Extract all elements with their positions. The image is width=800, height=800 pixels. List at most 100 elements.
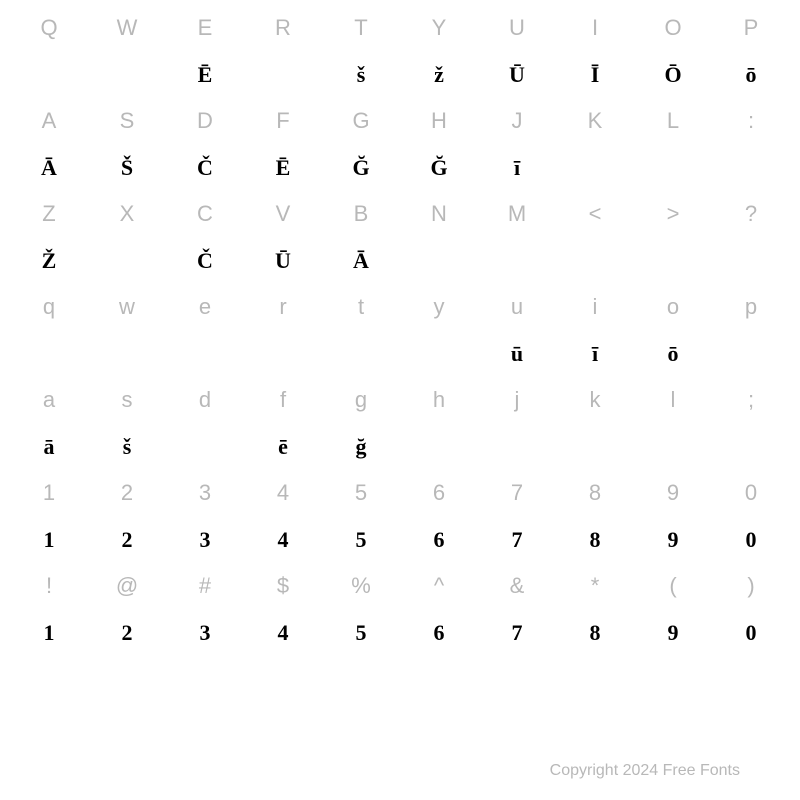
key-label: ) — [712, 575, 790, 597]
glyph-sample: 0 — [712, 622, 790, 644]
key-label: L — [634, 110, 712, 132]
glyph-sample: 9 — [634, 529, 712, 551]
key-label: M — [478, 203, 556, 225]
key-label: 5 — [322, 482, 400, 504]
key-label: J — [478, 110, 556, 132]
key-label: % — [322, 575, 400, 597]
glyph-sample: Ā — [10, 157, 88, 179]
glyph-sample: 9 — [634, 622, 712, 644]
key-label: W — [88, 17, 166, 39]
glyph-sample: 6 — [400, 622, 478, 644]
key-label: d — [166, 389, 244, 411]
glyph-sample: 1 — [10, 529, 88, 551]
glyph-sample: Ž — [10, 250, 88, 272]
glyph-sample: 5 — [322, 622, 400, 644]
key-label: X — [88, 203, 166, 225]
key-label: Y — [400, 17, 478, 39]
key-label: R — [244, 17, 322, 39]
key-label: f — [244, 389, 322, 411]
key-label: & — [478, 575, 556, 597]
key-label: l — [634, 389, 712, 411]
key-label: 0 — [712, 482, 790, 504]
key-label: q — [10, 296, 88, 318]
key-label: p — [712, 296, 790, 318]
key-label: s — [88, 389, 166, 411]
glyph-sample: Č — [166, 157, 244, 179]
glyph-sample: ğ — [322, 436, 400, 458]
grid-row: !@#$%^&*() — [10, 563, 790, 610]
glyph-sample: 8 — [556, 529, 634, 551]
key-label: w — [88, 296, 166, 318]
glyph-sample: Ā — [322, 250, 400, 272]
key-label: C — [166, 203, 244, 225]
glyph-sample: š — [322, 64, 400, 86]
glyph-sample: ē — [244, 436, 322, 458]
key-label: < — [556, 203, 634, 225]
key-label: B — [322, 203, 400, 225]
key-label: i — [556, 296, 634, 318]
grid-row: 1234567890 — [10, 517, 790, 564]
key-label: G — [322, 110, 400, 132]
key-label: y — [400, 296, 478, 318]
glyph-sample: 1 — [10, 622, 88, 644]
glyph-sample: ī — [556, 343, 634, 365]
key-label: : — [712, 110, 790, 132]
key-label: 8 — [556, 482, 634, 504]
grid-row: ZXCVBNM<>? — [10, 191, 790, 238]
glyph-sample: ō — [634, 343, 712, 365]
key-label: ^ — [400, 575, 478, 597]
grid-row: ĀŠČĒĞĞī — [10, 145, 790, 192]
glyph-sample: 6 — [400, 529, 478, 551]
glyph-sample: š — [88, 436, 166, 458]
key-label: j — [478, 389, 556, 411]
glyph-sample: Ū — [478, 64, 556, 86]
glyph-sample: Ğ — [400, 157, 478, 179]
key-label: o — [634, 296, 712, 318]
key-label: D — [166, 110, 244, 132]
glyph-sample: 4 — [244, 622, 322, 644]
key-label: g — [322, 389, 400, 411]
glyph-sample: Ī — [556, 64, 634, 86]
glyph-sample: ō — [712, 64, 790, 86]
glyph-sample: ū — [478, 343, 556, 365]
key-label: P — [712, 17, 790, 39]
key-label: 3 — [166, 482, 244, 504]
grid-row: asdfghjkl; — [10, 377, 790, 424]
key-label: e — [166, 296, 244, 318]
key-label: $ — [244, 575, 322, 597]
key-label: H — [400, 110, 478, 132]
glyph-sample: ī — [478, 157, 556, 179]
key-label: h — [400, 389, 478, 411]
key-label: ; — [712, 389, 790, 411]
key-label: ? — [712, 203, 790, 225]
glyph-sample: Č — [166, 250, 244, 272]
glyph-sample: 0 — [712, 529, 790, 551]
grid-row: ĒšžŪĪŌō — [10, 52, 790, 99]
key-label: k — [556, 389, 634, 411]
glyph-sample: ž — [400, 64, 478, 86]
glyph-sample: 2 — [88, 622, 166, 644]
key-label: ! — [10, 575, 88, 597]
key-label: T — [322, 17, 400, 39]
glyph-sample: 8 — [556, 622, 634, 644]
key-label: K — [556, 110, 634, 132]
grid-row: ūīō — [10, 331, 790, 378]
key-label: 9 — [634, 482, 712, 504]
copyright-text: Copyright 2024 Free Fonts — [550, 762, 740, 780]
grid-row: āšēğ — [10, 424, 790, 471]
character-map-grid: QWERTYUIOPĒšžŪĪŌōASDFGHJKL:ĀŠČĒĞĞīZXCVBN… — [10, 5, 790, 656]
key-label: # — [166, 575, 244, 597]
key-label: 1 — [10, 482, 88, 504]
glyph-sample: 5 — [322, 529, 400, 551]
glyph-sample: Ū — [244, 250, 322, 272]
key-label: @ — [88, 575, 166, 597]
grid-row: 1234567890 — [10, 470, 790, 517]
glyph-sample: 7 — [478, 529, 556, 551]
glyph-sample: 3 — [166, 529, 244, 551]
grid-row: QWERTYUIOP — [10, 5, 790, 52]
key-label: ( — [634, 575, 712, 597]
glyph-sample: Ē — [166, 64, 244, 86]
key-label: 2 — [88, 482, 166, 504]
glyph-sample: Ğ — [322, 157, 400, 179]
key-label: Q — [10, 17, 88, 39]
